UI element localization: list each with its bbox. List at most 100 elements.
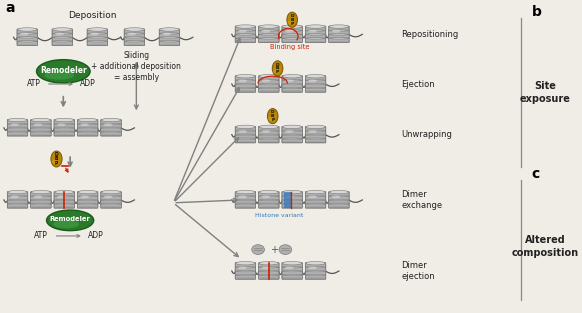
Ellipse shape <box>236 263 255 264</box>
Ellipse shape <box>101 192 121 193</box>
Ellipse shape <box>259 74 279 78</box>
FancyBboxPatch shape <box>159 37 180 41</box>
Ellipse shape <box>159 29 179 30</box>
FancyBboxPatch shape <box>8 200 28 204</box>
Ellipse shape <box>31 123 51 125</box>
FancyBboxPatch shape <box>52 37 73 41</box>
Ellipse shape <box>80 123 89 126</box>
Ellipse shape <box>332 30 340 33</box>
Ellipse shape <box>78 203 97 205</box>
Text: Site
exposure: Site exposure <box>520 81 571 104</box>
Text: Sliding
+ additional deposition
= assembly: Sliding + additional deposition = assemb… <box>91 51 181 82</box>
FancyBboxPatch shape <box>258 26 279 31</box>
FancyBboxPatch shape <box>77 192 98 196</box>
FancyBboxPatch shape <box>306 84 326 88</box>
Ellipse shape <box>259 196 279 197</box>
Ellipse shape <box>306 134 325 136</box>
Ellipse shape <box>37 60 90 83</box>
FancyBboxPatch shape <box>235 38 255 43</box>
FancyBboxPatch shape <box>258 192 279 196</box>
Ellipse shape <box>306 261 325 265</box>
FancyBboxPatch shape <box>306 30 326 35</box>
Ellipse shape <box>259 125 279 129</box>
Ellipse shape <box>236 74 255 78</box>
FancyBboxPatch shape <box>306 88 326 92</box>
Ellipse shape <box>282 38 302 39</box>
FancyBboxPatch shape <box>17 41 37 45</box>
Ellipse shape <box>101 118 121 122</box>
Ellipse shape <box>104 195 112 198</box>
Ellipse shape <box>238 80 247 82</box>
Ellipse shape <box>282 30 302 31</box>
Ellipse shape <box>236 125 255 129</box>
Ellipse shape <box>259 267 279 268</box>
FancyBboxPatch shape <box>101 131 121 136</box>
Ellipse shape <box>159 33 179 34</box>
FancyBboxPatch shape <box>282 275 303 279</box>
FancyBboxPatch shape <box>17 33 37 38</box>
Ellipse shape <box>104 123 112 126</box>
Ellipse shape <box>17 33 37 34</box>
FancyBboxPatch shape <box>306 134 326 139</box>
FancyBboxPatch shape <box>258 88 279 92</box>
Ellipse shape <box>236 34 255 35</box>
Ellipse shape <box>236 76 255 77</box>
Ellipse shape <box>31 192 51 193</box>
Ellipse shape <box>55 118 74 122</box>
Ellipse shape <box>236 267 255 268</box>
Ellipse shape <box>261 266 270 269</box>
Ellipse shape <box>285 30 294 33</box>
FancyBboxPatch shape <box>258 38 279 43</box>
FancyBboxPatch shape <box>258 30 279 35</box>
Ellipse shape <box>238 195 247 198</box>
Ellipse shape <box>78 127 97 129</box>
Ellipse shape <box>329 192 349 193</box>
Bar <box>285 192 291 208</box>
FancyBboxPatch shape <box>258 203 279 208</box>
FancyBboxPatch shape <box>101 203 121 208</box>
FancyBboxPatch shape <box>235 76 255 80</box>
Ellipse shape <box>259 138 279 139</box>
Ellipse shape <box>288 21 293 25</box>
Text: Binding site: Binding site <box>271 44 310 50</box>
Ellipse shape <box>236 196 255 197</box>
FancyBboxPatch shape <box>258 126 279 131</box>
FancyBboxPatch shape <box>282 26 303 31</box>
Text: D
B
P: D B P <box>55 152 58 166</box>
FancyBboxPatch shape <box>258 196 279 200</box>
Ellipse shape <box>80 195 89 198</box>
FancyBboxPatch shape <box>282 126 303 131</box>
FancyBboxPatch shape <box>159 41 180 45</box>
Ellipse shape <box>55 190 74 194</box>
FancyBboxPatch shape <box>101 192 121 196</box>
FancyBboxPatch shape <box>306 138 326 143</box>
FancyBboxPatch shape <box>101 120 121 124</box>
Text: Dimer
ejection: Dimer ejection <box>401 261 435 281</box>
Ellipse shape <box>88 33 107 34</box>
FancyBboxPatch shape <box>235 192 255 196</box>
FancyBboxPatch shape <box>306 203 326 208</box>
Ellipse shape <box>52 29 72 30</box>
Ellipse shape <box>236 80 255 81</box>
FancyBboxPatch shape <box>329 192 349 196</box>
Ellipse shape <box>78 196 97 197</box>
Ellipse shape <box>238 266 247 269</box>
FancyBboxPatch shape <box>124 37 145 41</box>
Ellipse shape <box>329 190 349 194</box>
FancyBboxPatch shape <box>54 200 74 204</box>
FancyBboxPatch shape <box>306 275 326 279</box>
FancyBboxPatch shape <box>17 29 37 34</box>
Text: ADP: ADP <box>80 79 95 88</box>
Ellipse shape <box>306 74 325 78</box>
FancyBboxPatch shape <box>8 203 28 208</box>
FancyBboxPatch shape <box>306 271 326 275</box>
FancyBboxPatch shape <box>258 80 279 84</box>
FancyBboxPatch shape <box>159 33 180 38</box>
Text: Deposition: Deposition <box>68 11 117 20</box>
FancyBboxPatch shape <box>235 196 255 200</box>
Ellipse shape <box>17 29 37 30</box>
Ellipse shape <box>282 76 302 77</box>
FancyBboxPatch shape <box>258 267 279 271</box>
FancyBboxPatch shape <box>235 84 255 88</box>
FancyBboxPatch shape <box>282 192 303 196</box>
